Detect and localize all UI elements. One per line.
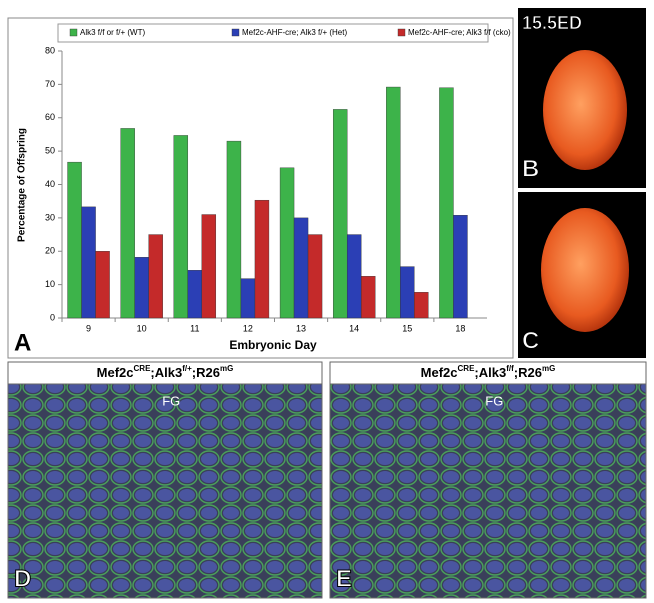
y-tick-label: 0	[50, 312, 55, 322]
bar	[148, 234, 163, 319]
micrograph-title: Mef2cCRE;Alk3f/f;R26mG	[421, 364, 556, 380]
region-label: FG	[162, 393, 180, 408]
y-tick-label: 20	[45, 246, 55, 256]
bar	[293, 217, 309, 319]
legend-box	[57, 23, 489, 43]
micrograph-header	[7, 361, 323, 385]
legend-swatch	[69, 28, 78, 37]
micrograph-header	[329, 361, 647, 385]
bar	[332, 109, 348, 319]
bar	[226, 140, 242, 319]
stage-label: 15.5ED	[522, 13, 582, 33]
bar	[360, 276, 376, 319]
panel-label: C	[522, 327, 539, 354]
bar	[453, 215, 468, 319]
title-part: mG	[220, 364, 233, 373]
y-tick-label: 40	[45, 179, 55, 189]
legend-swatch	[231, 28, 240, 37]
bar	[279, 167, 295, 319]
title-part: Mef2c	[97, 365, 134, 380]
bar	[120, 128, 135, 319]
y-tick-label: 60	[45, 112, 55, 122]
legend-swatch	[397, 28, 406, 37]
bar	[414, 292, 429, 319]
bar	[307, 234, 323, 319]
bar	[134, 257, 149, 319]
x-tick-label: 11	[190, 323, 199, 333]
title-part: f/+	[182, 364, 192, 373]
y-tick-label: 10	[45, 279, 55, 289]
bar	[67, 161, 82, 319]
bar	[254, 199, 270, 319]
embryo	[543, 50, 627, 170]
x-tick-label: 13	[296, 323, 306, 333]
title-part: Mef2c	[421, 365, 458, 380]
y-tick-label: 70	[45, 79, 55, 89]
bar	[400, 266, 415, 319]
title-part: mG	[542, 364, 555, 373]
bar	[439, 87, 454, 319]
x-tick-label: 15	[402, 323, 412, 333]
y-tick-label: 50	[45, 146, 55, 156]
x-tick-label: 9	[86, 323, 91, 333]
bar	[95, 251, 110, 319]
bar	[346, 234, 362, 319]
title-part: CRE	[458, 364, 476, 373]
embryo	[541, 208, 629, 332]
bar	[187, 270, 203, 319]
bar	[386, 86, 401, 319]
x-axis-label: Embryonic Day	[229, 338, 317, 352]
micrograph-title: Mef2cCRE;Alk3f/+;R26mG	[97, 364, 234, 380]
sections: Mef2cCRE;Alk3f/+;R26mGFGDMef2cCRE;Alk3f/…	[7, 361, 647, 599]
title-part: ;R26	[192, 365, 220, 380]
legend-label: Mef2c-AHF-cre; Alk3 f/+ (Het)	[242, 28, 347, 37]
y-tick-label: 80	[45, 45, 55, 55]
bar	[240, 278, 256, 319]
title-part: ;Alk3	[150, 365, 182, 380]
title-part: f/f	[506, 364, 514, 373]
x-tick-label: 10	[137, 323, 147, 333]
bar	[201, 214, 217, 319]
title-part: ;R26	[514, 365, 542, 380]
micrograph	[7, 361, 323, 599]
bar	[81, 206, 96, 319]
panel-label: B	[522, 155, 539, 182]
title-part: CRE	[134, 364, 152, 373]
panel-label: D	[14, 565, 31, 592]
title-part: ;Alk3	[474, 365, 506, 380]
y-axis-label: Percentage of Offspring	[17, 128, 28, 242]
legend-label: Mef2c-AHF-cre; Alk3 f/f (cko)	[408, 28, 511, 37]
legend-label: Alk3 f/f or f/+ (WT)	[80, 28, 145, 37]
panel-label: A	[14, 329, 31, 356]
panel-label: E	[336, 565, 352, 592]
region-label: FG	[485, 393, 503, 408]
bar	[173, 135, 189, 319]
x-tick-label: 14	[349, 323, 359, 333]
x-tick-label: 18	[455, 323, 465, 333]
y-tick-label: 30	[45, 212, 55, 222]
x-tick-label: 12	[243, 323, 253, 333]
